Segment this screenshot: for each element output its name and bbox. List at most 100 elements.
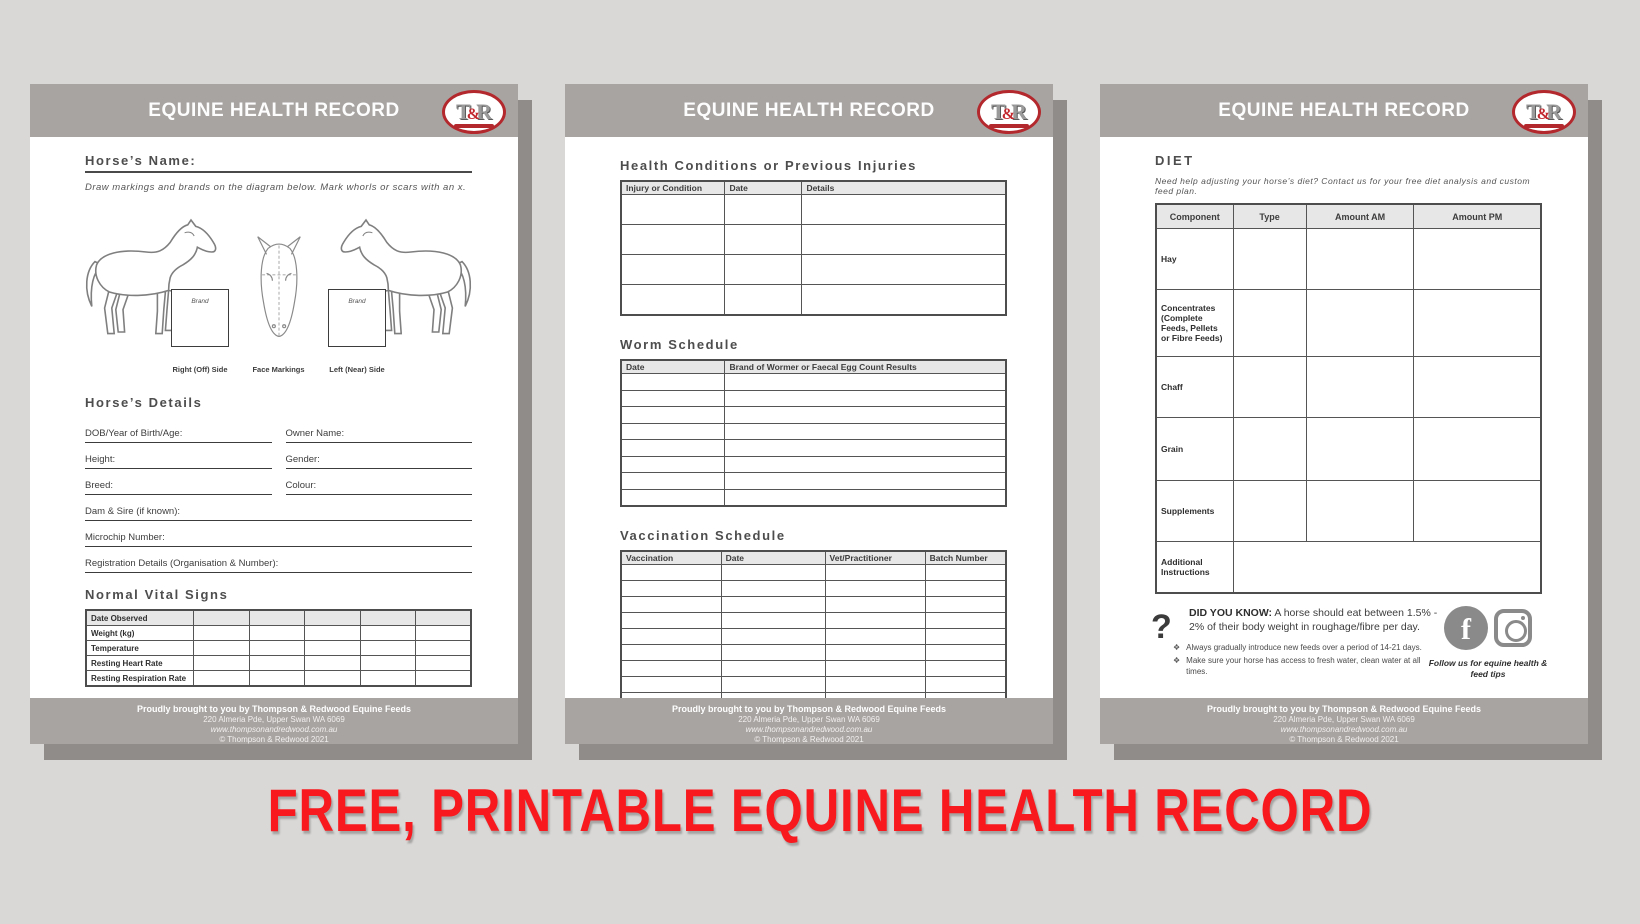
owner-name-field: Owner Name: [285,422,472,443]
logo-letter: R [1546,99,1562,124]
page-1: EQUINE HEALTH RECORD T & R Horse’s Name:… [30,84,518,744]
logo-ribbon [454,124,494,128]
diagram-instructions: Draw markings and brands on the diagram … [85,182,467,193]
empty-cell [620,224,726,255]
empty-cell [724,224,803,255]
table-row [620,596,1007,613]
empty-cell [248,640,306,656]
empty-cell [824,676,926,693]
empty-cell [620,580,722,597]
table-body [620,373,1007,507]
logo-ampersand: & [466,106,481,123]
empty-cell [620,644,722,661]
row-label: Hay [1155,228,1234,290]
vital-signs-heading: Normal Vital Signs [85,587,229,602]
empty-cell [620,389,726,407]
empty-cell [415,625,472,641]
table-row [620,628,1007,645]
empty-cell [824,612,926,629]
dam-sire-field: Dam & Sire (if known): [85,500,472,521]
table-row [620,580,1007,597]
empty-cell [824,628,926,645]
empty-cell [720,612,826,629]
empty-cell [824,596,926,613]
table-row [620,488,1007,507]
empty-cell [304,655,361,671]
horse-details-heading: Horse’s Details [85,395,203,410]
table-row: Resting Respiration Rate [85,670,472,687]
empty-cell [720,596,826,613]
table-row [620,389,1007,407]
table-header-row: Date Brand of Wormer or Faecal Egg Count… [620,359,1007,374]
empty-cell [620,596,722,613]
brand-box-left-side: Brand [328,289,386,347]
empty-cell [801,194,1007,225]
facebook-icon[interactable] [1444,606,1488,650]
right-off-side-label: Right (Off) Side [172,365,228,374]
logo-ribbon [1524,124,1564,128]
table-row [620,284,1007,316]
table-row: Additional Instructions [1155,541,1542,594]
column-header: Details [801,180,1007,195]
empty-cell [620,254,726,285]
empty-cell [359,655,417,671]
table-row [620,194,1007,225]
did-you-know-body: A horse should eat between 1.5% - 2% of … [1189,607,1438,633]
column-header: Amount PM [1413,203,1542,229]
empty-cell [359,640,417,656]
table-row: Grain [1155,417,1542,481]
empty-cell [1305,289,1415,357]
footer-website: www.thompsonandredwood.com.au [1280,725,1408,734]
table-row: Chaff [1155,356,1542,418]
footer-line: 220 Almeria Pde, Upper Swan WA 6069 [203,715,345,724]
logo-letter: T [456,99,471,124]
empty-cell [924,676,1007,693]
empty-cell [924,644,1007,661]
empty-cell [720,660,826,677]
page-3: EQUINE HEALTH RECORD T & R DIET Need hel… [1100,84,1588,744]
table-row [620,660,1007,677]
empty-cell [724,422,1007,440]
dob-field: DOB/Year of Birth/Age: [85,422,272,443]
empty-cell [193,655,250,671]
empty-cell [1305,228,1415,290]
table-body [620,194,1007,316]
instagram-icon[interactable] [1494,609,1532,647]
worm-schedule-heading: Worm Schedule [620,337,739,352]
empty-cell [924,564,1007,581]
logo-letter: R [1011,99,1027,124]
page-1-footer: Proudly brought to you by Thompson & Red… [30,698,518,744]
footer-copyright: © Thompson & Redwood 2021 [754,735,864,744]
table-row [620,422,1007,440]
empty-cell [304,625,361,641]
empty-cell [724,488,1007,507]
question-mark-icon: ? [1151,608,1172,646]
worm-schedule-table: Date Brand of Wormer or Faecal Egg Count… [620,359,1007,507]
horse-details-fields: DOB/Year of Birth/Age: Owner Name: Heigh… [85,422,472,573]
column-header: Injury or Condition [620,180,726,195]
page-2-footer: Proudly brought to you by Thompson & Red… [565,698,1053,744]
diet-heading: DIET [1155,153,1195,168]
empty-cell [1305,356,1415,418]
page-title: EQUINE HEALTH RECORD [683,100,935,121]
table-row: Temperature [85,640,472,656]
empty-cell [1413,417,1542,481]
table-header-row: Vaccination Date Vet/Practitioner Batch … [620,550,1007,565]
empty-cell [620,564,722,581]
did-you-know-section: ? DID YOU KNOW: A horse should eat betwe… [1151,606,1547,702]
poster-headline: FREE, PRINTABLE EQUINE HEALTH RECORD [267,777,1373,844]
empty-cell [720,564,826,581]
table-row: Date Observed [85,609,472,626]
colour-field: Colour: [285,474,472,495]
empty-cell [359,609,417,626]
list-item: ❖ Always gradually introduce new feeds o… [1173,642,1435,653]
table-row [620,254,1007,285]
page-3-footer: Proudly brought to you by Thompson & Red… [1100,698,1588,744]
social-caption: Follow us for equine health & feed tips [1428,658,1548,679]
registration-field: Registration Details (Organisation & Num… [85,552,472,573]
empty-cell [1413,356,1542,418]
table-row: Concentrates (Complete Feeds, Pellets or… [1155,289,1542,357]
row-label: Supplements [1155,480,1234,542]
empty-cell [720,676,826,693]
